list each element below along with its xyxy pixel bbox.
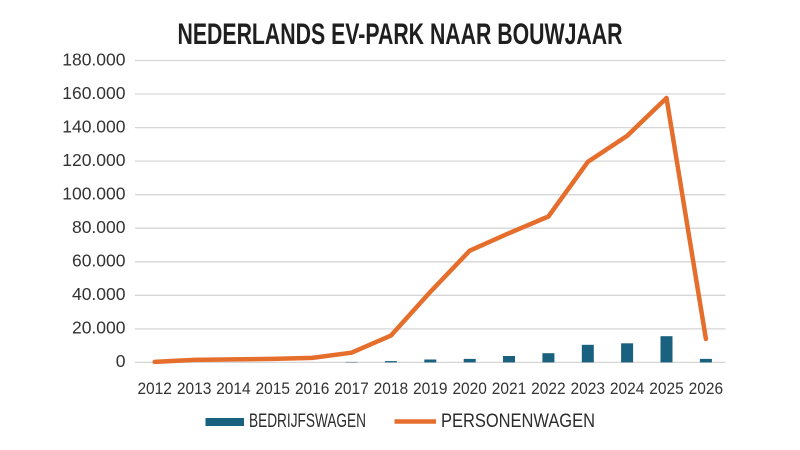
svg-text:2018: 2018 xyxy=(374,379,409,398)
svg-text:120.000: 120.000 xyxy=(62,150,126,170)
svg-text:2015: 2015 xyxy=(256,379,291,398)
svg-text:NEDERLANDS EV-PARK NAAR BOUWJA: NEDERLANDS EV-PARK NAAR BOUWJAAR xyxy=(178,18,623,51)
svg-text:2016: 2016 xyxy=(295,379,330,398)
svg-text:2026: 2026 xyxy=(689,379,724,398)
svg-text:2019: 2019 xyxy=(413,379,448,398)
svg-text:BEDRIJFSWAGEN: BEDRIJFSWAGEN xyxy=(249,411,366,432)
svg-text:140.000: 140.000 xyxy=(62,116,126,136)
svg-text:40.000: 40.000 xyxy=(72,284,126,304)
svg-text:160.000: 160.000 xyxy=(62,83,126,103)
svg-text:180.000: 180.000 xyxy=(62,49,126,69)
svg-text:2022: 2022 xyxy=(531,379,566,398)
svg-text:2024: 2024 xyxy=(610,379,645,398)
svg-text:2014: 2014 xyxy=(216,379,251,398)
svg-text:PERSONENWAGEN: PERSONENWAGEN xyxy=(441,411,595,432)
svg-text:20.000: 20.000 xyxy=(72,318,126,338)
svg-text:2021: 2021 xyxy=(492,379,527,398)
svg-text:2012: 2012 xyxy=(137,379,172,398)
svg-text:0: 0 xyxy=(116,351,126,371)
svg-text:2023: 2023 xyxy=(571,379,606,398)
svg-text:100.000: 100.000 xyxy=(62,184,126,204)
svg-text:80.000: 80.000 xyxy=(72,217,126,237)
svg-text:2020: 2020 xyxy=(452,379,487,398)
svg-text:2013: 2013 xyxy=(177,379,212,398)
svg-text:2017: 2017 xyxy=(334,379,369,398)
svg-text:2025: 2025 xyxy=(649,379,684,398)
svg-text:60.000: 60.000 xyxy=(72,251,126,271)
